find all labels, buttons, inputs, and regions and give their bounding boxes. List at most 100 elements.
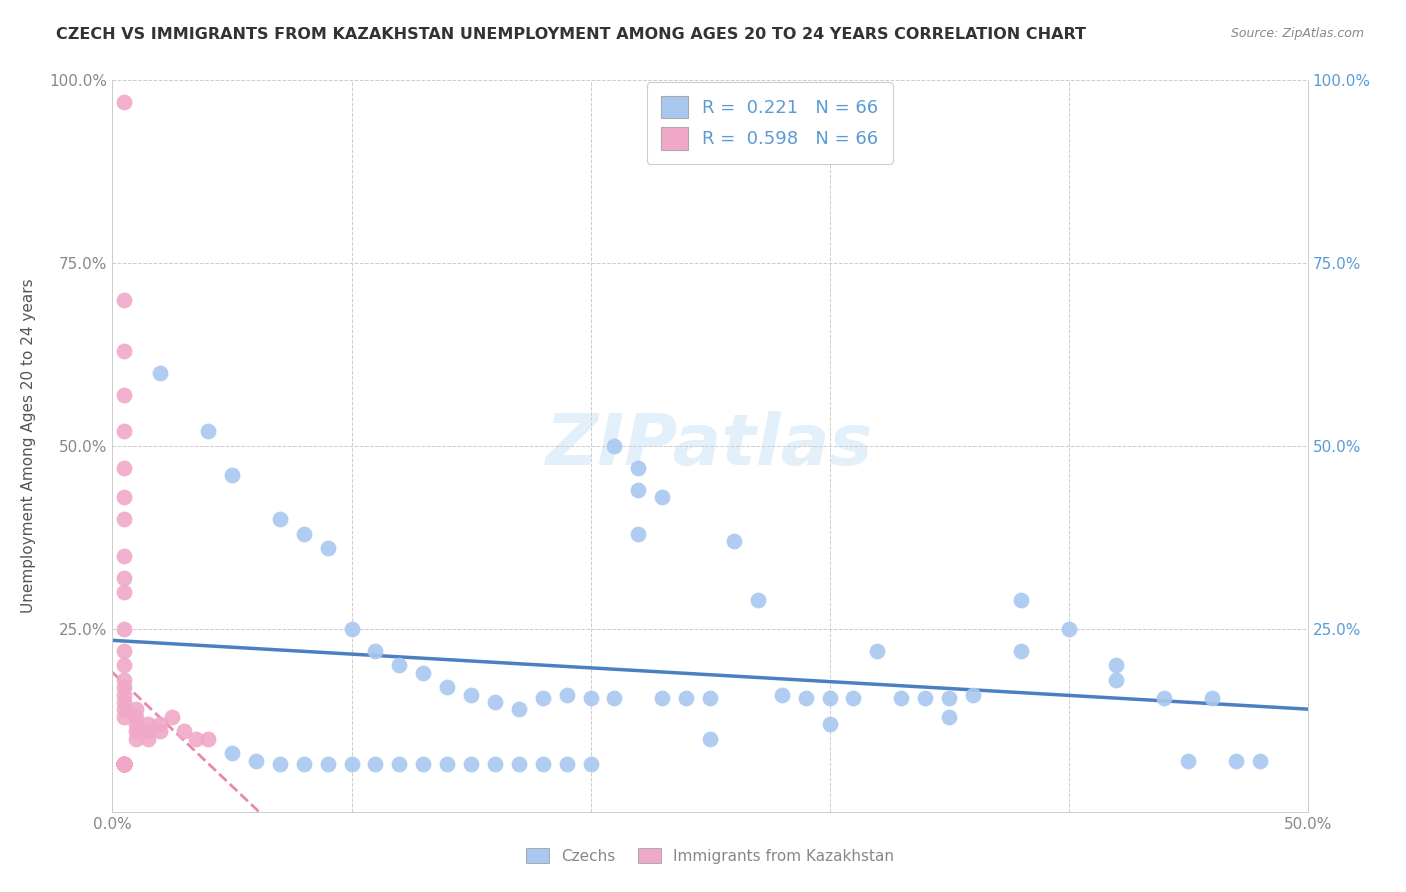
Point bbox=[603, 691, 626, 706]
Point bbox=[114, 695, 135, 709]
Point bbox=[412, 757, 434, 772]
Point bbox=[627, 526, 650, 541]
Point bbox=[316, 757, 339, 772]
Point bbox=[114, 688, 135, 702]
Point bbox=[114, 757, 135, 772]
Point bbox=[627, 461, 650, 475]
Point bbox=[114, 709, 135, 723]
Point bbox=[114, 622, 135, 636]
Point bbox=[114, 757, 135, 772]
Point bbox=[149, 366, 172, 380]
Point bbox=[114, 757, 135, 772]
Point bbox=[1225, 754, 1247, 768]
Point bbox=[460, 757, 482, 772]
Point bbox=[114, 757, 135, 772]
Point bbox=[114, 757, 135, 772]
Point bbox=[221, 746, 243, 760]
Point bbox=[794, 691, 817, 706]
Point bbox=[114, 757, 135, 772]
Point bbox=[531, 691, 554, 706]
Point bbox=[114, 757, 135, 772]
Point bbox=[508, 702, 530, 716]
Point bbox=[747, 592, 769, 607]
Legend: Czechs, Immigrants from Kazakhstan: Czechs, Immigrants from Kazakhstan bbox=[520, 842, 900, 870]
Point bbox=[114, 757, 135, 772]
Point bbox=[114, 757, 135, 772]
Point bbox=[114, 757, 135, 772]
Point bbox=[114, 461, 135, 475]
Point bbox=[125, 709, 148, 723]
Point bbox=[114, 95, 135, 110]
Point bbox=[388, 757, 411, 772]
Point bbox=[292, 757, 315, 772]
Point bbox=[269, 512, 291, 526]
Point bbox=[114, 549, 135, 563]
Point bbox=[675, 691, 697, 706]
Point bbox=[484, 757, 506, 772]
Point bbox=[114, 757, 135, 772]
Point bbox=[162, 709, 183, 723]
Point bbox=[114, 757, 135, 772]
Point bbox=[818, 691, 841, 706]
Point bbox=[1249, 754, 1271, 768]
Point bbox=[114, 757, 135, 772]
Point bbox=[866, 644, 889, 658]
Point bbox=[149, 724, 172, 739]
Point bbox=[197, 425, 219, 439]
Point bbox=[914, 691, 936, 706]
Point bbox=[114, 757, 135, 772]
Point bbox=[651, 490, 673, 504]
Point bbox=[484, 695, 506, 709]
Point bbox=[114, 681, 135, 695]
Point bbox=[388, 658, 411, 673]
Point bbox=[651, 691, 673, 706]
Y-axis label: Unemployment Among Ages 20 to 24 years: Unemployment Among Ages 20 to 24 years bbox=[21, 278, 35, 614]
Point bbox=[114, 757, 135, 772]
Text: ZIPatlas: ZIPatlas bbox=[547, 411, 873, 481]
Point bbox=[579, 757, 602, 772]
Point bbox=[114, 757, 135, 772]
Point bbox=[114, 293, 135, 307]
Point bbox=[114, 757, 135, 772]
Point bbox=[114, 757, 135, 772]
Point bbox=[114, 757, 135, 772]
Point bbox=[114, 757, 135, 772]
Point bbox=[114, 673, 135, 687]
Point bbox=[1105, 673, 1128, 687]
Point bbox=[292, 526, 315, 541]
Point bbox=[114, 757, 135, 772]
Point bbox=[364, 757, 387, 772]
Point bbox=[316, 541, 339, 556]
Point bbox=[938, 691, 960, 706]
Point bbox=[114, 757, 135, 772]
Point bbox=[555, 688, 578, 702]
Point bbox=[138, 724, 160, 739]
Point bbox=[555, 757, 578, 772]
Point bbox=[1105, 658, 1128, 673]
Point bbox=[114, 644, 135, 658]
Point bbox=[340, 622, 363, 636]
Text: CZECH VS IMMIGRANTS FROM KAZAKHSTAN UNEMPLOYMENT AMONG AGES 20 TO 24 YEARS CORRE: CZECH VS IMMIGRANTS FROM KAZAKHSTAN UNEM… bbox=[56, 27, 1087, 42]
Point bbox=[114, 512, 135, 526]
Point bbox=[770, 688, 793, 702]
Point bbox=[114, 702, 135, 716]
Point bbox=[114, 757, 135, 772]
Point bbox=[627, 483, 650, 497]
Point bbox=[938, 709, 960, 723]
Point bbox=[460, 688, 482, 702]
Point bbox=[114, 757, 135, 772]
Point bbox=[125, 724, 148, 739]
Point bbox=[114, 585, 135, 599]
Point bbox=[114, 757, 135, 772]
Point bbox=[1177, 754, 1199, 768]
Point bbox=[114, 490, 135, 504]
Point bbox=[579, 691, 602, 706]
Point bbox=[114, 425, 135, 439]
Point bbox=[962, 688, 984, 702]
Point bbox=[114, 757, 135, 772]
Point bbox=[114, 757, 135, 772]
Point bbox=[1010, 644, 1032, 658]
Point bbox=[186, 731, 208, 746]
Point bbox=[114, 757, 135, 772]
Point bbox=[1057, 622, 1080, 636]
